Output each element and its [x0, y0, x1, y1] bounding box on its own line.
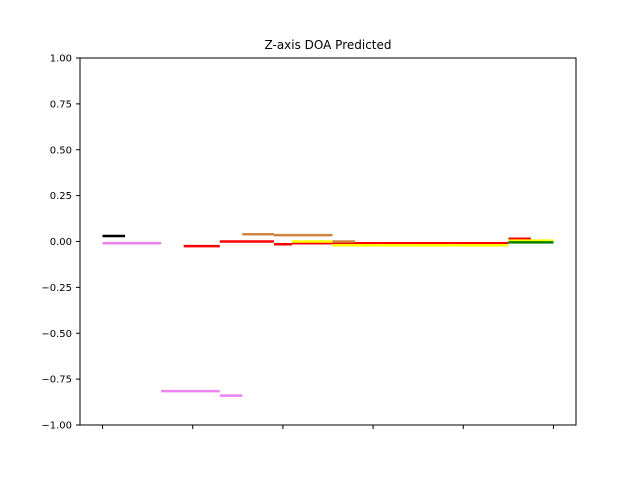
y-tick-label-2: 0.50 [50, 145, 72, 156]
y-tick-label-6: −0.50 [41, 329, 72, 340]
y-tick-label-8: −1.00 [41, 421, 72, 432]
y-tick-label-7: −0.75 [41, 375, 72, 386]
y-tick-label-0: 1.00 [50, 54, 72, 65]
y-tick-label-4: 0.00 [50, 237, 72, 248]
axes-layer: 1.00 0.75 0.50 0.25 0.00 −0.25 −0.50 −0.75 −1.00 [41, 54, 577, 432]
y-tick-label-3: 0.25 [50, 191, 72, 202]
y-tick-label-1: 0.75 [50, 99, 72, 110]
series-layer [102, 232, 554, 397]
y-tick-label-5: −0.25 [41, 283, 72, 294]
chart-title: Z-axis DOA Predicted [264, 38, 391, 52]
